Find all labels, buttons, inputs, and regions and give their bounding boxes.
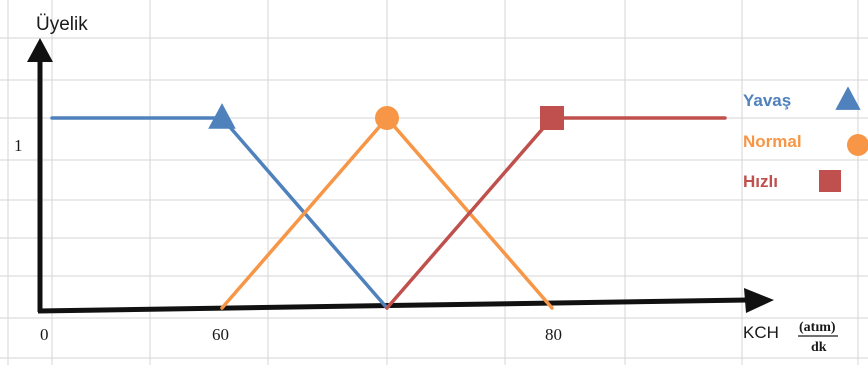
y-axis-arrow bbox=[27, 38, 53, 62]
legend-marker-hızlı bbox=[819, 170, 841, 192]
series-line-yavaş bbox=[50, 116, 389, 310]
x-tick-label: 60 bbox=[212, 325, 229, 344]
legend-label-normal: Normal bbox=[743, 132, 802, 151]
x-axis-unit-denominator: dk bbox=[811, 340, 827, 355]
x-axis-unit-numerator: (atım) bbox=[799, 320, 836, 335]
legend-marker-yavaş bbox=[835, 86, 861, 110]
legend-label-yavaş: Yavaş bbox=[743, 91, 791, 110]
legend: Yavaş Normal Hızlı bbox=[743, 86, 868, 192]
marker-square-hızlı bbox=[540, 106, 564, 130]
marker-circle-normal bbox=[375, 106, 399, 130]
y-tick-label: 1 bbox=[14, 136, 23, 155]
ticks-layer: 0 60 80 1 bbox=[14, 136, 562, 344]
series-line-hızlı bbox=[385, 116, 727, 310]
marker-triangle-yavaş bbox=[208, 103, 236, 129]
x-tick-label: 80 bbox=[545, 325, 562, 344]
series-layer bbox=[50, 116, 727, 310]
y-axis-label: Üyelik bbox=[36, 14, 88, 35]
x-axis bbox=[37, 297, 749, 314]
axes bbox=[27, 38, 774, 314]
legend-marker-normal bbox=[847, 134, 868, 156]
x-tick-label: 0 bbox=[40, 325, 49, 344]
x-axis-label: KCH bbox=[743, 323, 779, 342]
x-axis-arrow bbox=[744, 288, 774, 313]
markers-layer bbox=[208, 103, 564, 130]
legend-label-hızlı: Hızlı bbox=[743, 172, 778, 191]
